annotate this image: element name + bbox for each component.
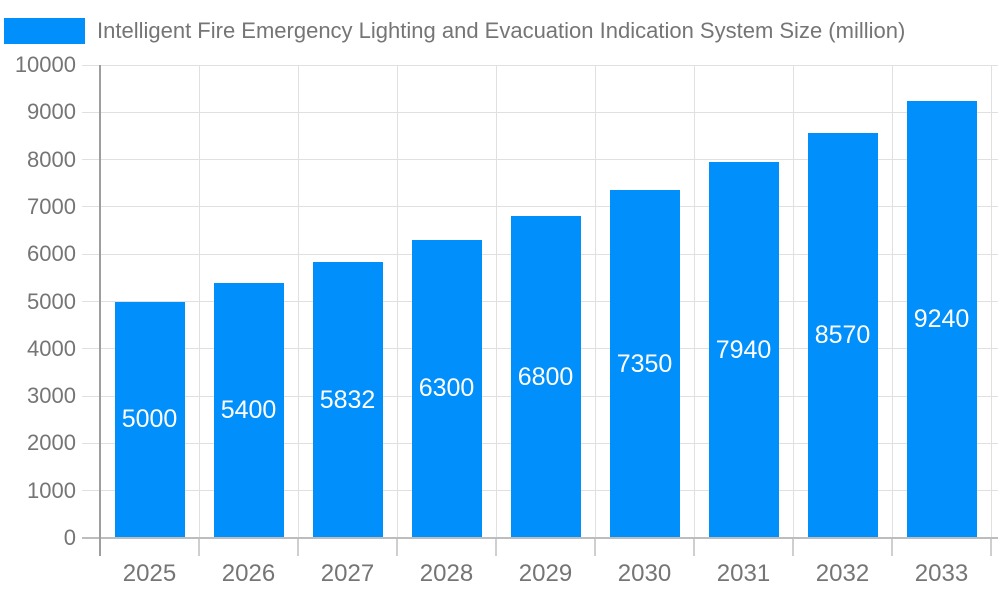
gridline-vertical bbox=[297, 65, 299, 538]
bar-value-label: 9240 bbox=[913, 304, 970, 333]
gridline-vertical bbox=[495, 65, 497, 538]
y-axis-tick-label: 10000 bbox=[14, 52, 76, 77]
y-axis-tick-label: 8000 bbox=[27, 146, 76, 172]
gridline-horizontal bbox=[82, 64, 998, 66]
bar-value-label: 5832 bbox=[319, 385, 376, 414]
x-axis-category-label: 2027 bbox=[320, 560, 375, 587]
x-axis-tick bbox=[297, 538, 299, 556]
y-axis-tick-label: 9000 bbox=[27, 99, 76, 125]
x-axis-tick bbox=[693, 538, 695, 556]
gridline-horizontal bbox=[82, 206, 998, 208]
gridline-vertical bbox=[396, 65, 398, 538]
y-axis-tick-label: 3000 bbox=[27, 383, 76, 409]
bar-value-label: 5400 bbox=[220, 395, 277, 424]
y-axis-tick-label: 5000 bbox=[27, 288, 76, 314]
x-axis-category-label: 2031 bbox=[716, 560, 771, 587]
gridline-vertical bbox=[198, 65, 200, 538]
x-axis-tick bbox=[594, 538, 596, 556]
bar-2033[interactable]: 9240 bbox=[906, 100, 977, 538]
bar-2026[interactable]: 5400 bbox=[213, 282, 284, 538]
x-axis-category-label: 2030 bbox=[617, 560, 672, 587]
bar-2028[interactable]: 6300 bbox=[411, 240, 482, 538]
y-axis-tick-label: 2000 bbox=[27, 430, 76, 456]
gridline-vertical bbox=[990, 65, 992, 538]
bar-2030[interactable]: 7350 bbox=[609, 190, 680, 538]
y-axis-tick-label: 0 bbox=[63, 525, 76, 550]
bar-value-label: 6300 bbox=[418, 374, 475, 403]
x-axis-category-label: 2029 bbox=[518, 560, 573, 587]
bar-2027[interactable]: 5832 bbox=[312, 262, 383, 538]
legend-item[interactable]: Intelligent Fire Emergency Lighting and … bbox=[4, 17, 905, 44]
gridline-horizontal bbox=[82, 111, 998, 113]
gridline-horizontal bbox=[82, 159, 998, 161]
x-axis-tick bbox=[990, 538, 992, 556]
gridline-vertical bbox=[594, 65, 596, 538]
bar-value-label: 7350 bbox=[616, 349, 673, 378]
x-axis-tick bbox=[198, 538, 200, 556]
bar-2031[interactable]: 7940 bbox=[708, 162, 779, 538]
bar-2029[interactable]: 6800 bbox=[510, 216, 581, 538]
bar-value-label: 5000 bbox=[121, 405, 178, 434]
x-axis-category-label: 2032 bbox=[815, 560, 870, 587]
bar-value-label: 8570 bbox=[814, 320, 871, 349]
y-axis-tick-label: 4000 bbox=[27, 335, 76, 361]
bar-value-label: 6800 bbox=[517, 362, 574, 391]
y-axis-tick-label: 7000 bbox=[27, 193, 76, 219]
x-axis-line bbox=[82, 537, 998, 539]
y-axis-tick-label: 1000 bbox=[27, 477, 76, 503]
x-axis-tick bbox=[396, 538, 398, 556]
x-axis-tick bbox=[495, 538, 497, 556]
y-axis-line bbox=[99, 65, 101, 556]
x-axis-category-label: 2033 bbox=[914, 560, 969, 587]
legend-swatch bbox=[4, 17, 85, 44]
x-axis-category-label: 2025 bbox=[122, 560, 177, 587]
gridline-vertical bbox=[891, 65, 893, 538]
y-axis-tick-label: 6000 bbox=[27, 241, 76, 267]
gridline-vertical bbox=[792, 65, 794, 538]
legend-label: Intelligent Fire Emergency Lighting and … bbox=[97, 17, 906, 43]
x-axis-category-label: 2028 bbox=[419, 560, 474, 587]
gridline-vertical bbox=[693, 65, 695, 538]
bar-2032[interactable]: 8570 bbox=[807, 132, 878, 538]
x-axis-tick bbox=[792, 538, 794, 556]
x-axis-tick bbox=[891, 538, 893, 556]
bar-2025[interactable]: 5000 bbox=[114, 301, 185, 538]
x-axis-category-label: 2026 bbox=[221, 560, 276, 587]
bar-value-label: 7940 bbox=[715, 335, 772, 364]
